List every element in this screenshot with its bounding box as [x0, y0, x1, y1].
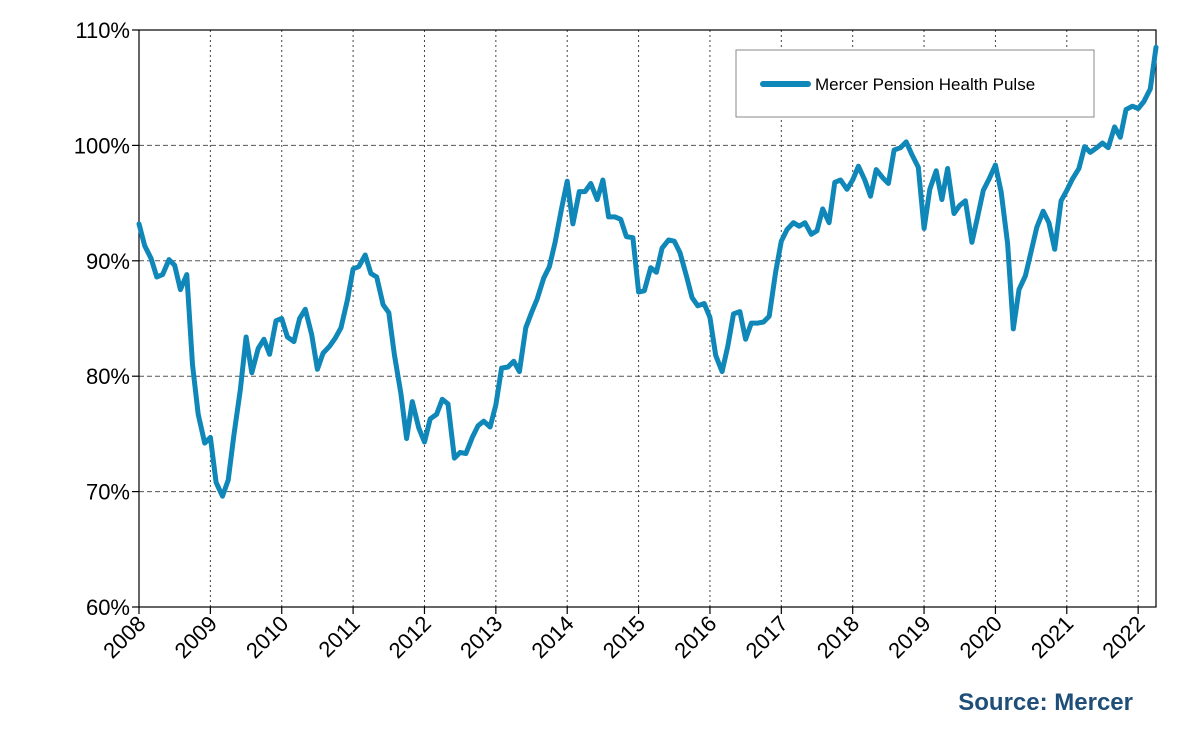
series-line — [136, 44, 1159, 499]
y-tick-label: 60% — [86, 595, 130, 620]
y-tick-label: 90% — [86, 249, 130, 274]
y-tick-label: 80% — [86, 364, 130, 389]
legend: Mercer Pension Health Pulse — [735, 49, 1095, 118]
source-label: Source: Mercer — [958, 689, 1133, 716]
gridlines — [139, 30, 1156, 607]
plot-area-border — [138, 29, 1157, 608]
y-tick-label: 100% — [74, 133, 130, 158]
series-layer — [136, 44, 1159, 499]
y-tick-label: 70% — [86, 480, 130, 505]
y-tick-label: 110% — [75, 18, 130, 43]
legend-label: Mercer Pension Health Pulse — [815, 75, 1035, 94]
